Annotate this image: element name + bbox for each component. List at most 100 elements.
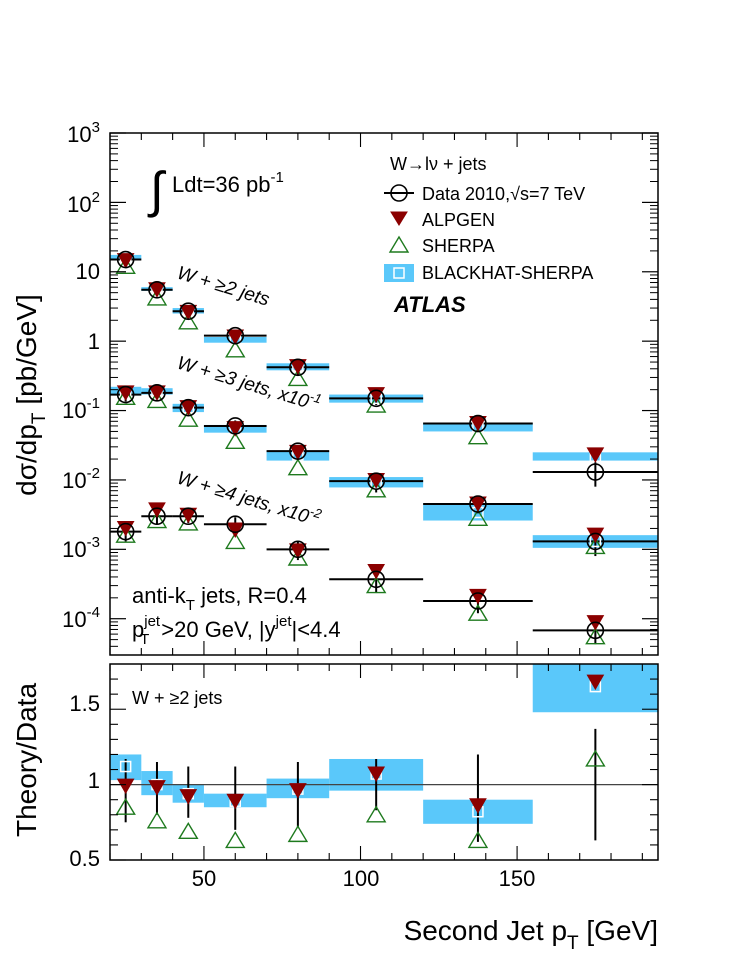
sherpa-point bbox=[115, 797, 136, 815]
data-point bbox=[179, 507, 198, 526]
data-point bbox=[289, 358, 307, 377]
data-point bbox=[116, 522, 135, 541]
sherpa-point bbox=[115, 525, 136, 543]
alpgen-point bbox=[586, 674, 605, 691]
sherpa-point bbox=[178, 312, 199, 330]
data-error-bars bbox=[110, 254, 658, 842]
data-point bbox=[586, 621, 605, 640]
data-point bbox=[586, 463, 605, 481]
main-frame bbox=[109, 132, 659, 656]
data-point bbox=[469, 495, 487, 513]
alpgen-point bbox=[179, 789, 198, 805]
alpgen-point bbox=[289, 543, 307, 559]
ticks bbox=[109, 132, 658, 861]
alpgen-point bbox=[289, 444, 307, 461]
alpgen-point bbox=[469, 588, 487, 605]
sherpa-point bbox=[365, 480, 387, 498]
legend-blackhat-marker bbox=[393, 267, 405, 279]
sherpa-point bbox=[287, 825, 309, 843]
data-point bbox=[367, 472, 385, 490]
sherpa-point bbox=[178, 821, 199, 840]
y-tick-label: 10-1 bbox=[62, 395, 100, 423]
blackhat-point bbox=[119, 760, 132, 773]
legend-blackhat-band bbox=[384, 264, 414, 282]
markers bbox=[115, 250, 606, 849]
data-point bbox=[367, 570, 385, 589]
alpgen-point bbox=[469, 416, 487, 432]
sherpa-point bbox=[467, 508, 489, 527]
sherpa-point bbox=[146, 811, 168, 829]
alpgen-point bbox=[469, 798, 487, 814]
alpgen-point bbox=[148, 282, 166, 298]
data-point bbox=[148, 280, 166, 299]
data-point bbox=[116, 250, 135, 269]
data-point bbox=[226, 326, 245, 345]
sherpa-point bbox=[178, 409, 199, 427]
alpgen-point bbox=[116, 778, 135, 795]
data-point bbox=[289, 442, 307, 460]
data-point bbox=[289, 540, 307, 559]
x-axis-title: Second Jet pT [GeV] bbox=[404, 915, 658, 954]
jet-algorithm-label: anti-kT jets, R=0.4 bbox=[132, 583, 307, 614]
sherpa-point bbox=[287, 369, 309, 387]
ratio-frame bbox=[109, 663, 659, 861]
data-point bbox=[469, 592, 487, 610]
data-point bbox=[469, 414, 487, 433]
y-tick-label: 10-4 bbox=[62, 604, 100, 632]
ratio-y-tick-label: 1.5 bbox=[69, 691, 100, 716]
alpgen-point bbox=[226, 793, 245, 810]
legend-data-marker bbox=[390, 184, 408, 202]
data-point bbox=[226, 515, 245, 534]
alpgen-point bbox=[289, 783, 307, 799]
y-tick-label: 10-3 bbox=[62, 534, 100, 562]
ratio-panel-title: W + ≥2 jets bbox=[132, 688, 222, 708]
y-tick-label: 10 bbox=[76, 259, 100, 284]
series-label-4jets: W + ≥4 jets, x10-2 bbox=[175, 464, 325, 531]
legend-alpgen-label: ALPGEN bbox=[422, 210, 495, 230]
alpgen-point bbox=[367, 766, 386, 783]
data-point bbox=[226, 417, 245, 435]
ratio-y-tick-label: 1 bbox=[88, 768, 100, 793]
alpgen-point bbox=[226, 522, 245, 538]
y-axis-title: dσ/dpT [pb/GeV] bbox=[11, 294, 50, 496]
sherpa-point bbox=[467, 831, 489, 849]
sherpa-point bbox=[225, 340, 246, 358]
luminosity-label: Ldt=36 pb-1 bbox=[172, 169, 284, 197]
sherpa-point bbox=[287, 548, 309, 566]
legend-sherpa-label: SHERPA bbox=[422, 236, 495, 256]
sherpa-point bbox=[225, 431, 246, 450]
sherpa-point bbox=[585, 749, 606, 767]
data-point bbox=[148, 507, 166, 526]
data-point bbox=[367, 389, 385, 408]
data-point bbox=[116, 385, 135, 404]
ratio-y-axis-title: Theory/Data bbox=[11, 683, 42, 837]
sherpa-point bbox=[365, 805, 387, 823]
sherpa-point bbox=[287, 458, 309, 476]
alpgen-point bbox=[226, 329, 245, 345]
legend-sherpa-marker bbox=[388, 235, 410, 253]
x-tick-label: 50 bbox=[192, 866, 216, 891]
y-tick-label: 1 bbox=[88, 329, 100, 354]
legend: W→lν + jets Data 2010,√s=7 TeV ALPGEN SH… bbox=[384, 154, 593, 283]
sherpa-point bbox=[115, 387, 136, 406]
alpgen-point bbox=[148, 780, 166, 796]
sherpa-point bbox=[146, 511, 168, 529]
alpgen-point bbox=[179, 400, 198, 416]
alpgen-point bbox=[148, 385, 166, 401]
kinematic-cuts-label: pjet T >20 GeV, |yjet|<4.4 bbox=[132, 613, 341, 648]
sherpa-point bbox=[225, 831, 246, 849]
x-tick-label: 150 bbox=[499, 866, 536, 891]
legend-entry-sherpa: SHERPA bbox=[388, 235, 495, 256]
data-point bbox=[179, 398, 198, 417]
y-tick-label: 102 bbox=[67, 189, 100, 217]
x-tick-label: 100 bbox=[343, 866, 380, 891]
legend-data-label: Data 2010,√s=7 TeV bbox=[422, 184, 585, 204]
ratio-y-tick-label: 0.5 bbox=[69, 846, 100, 871]
integral-sign: ∫ bbox=[147, 162, 167, 218]
sherpa-point bbox=[146, 288, 168, 306]
alpgen-point bbox=[179, 304, 198, 321]
legend-header: W→lν + jets bbox=[390, 154, 487, 174]
y-tick-label: 10-2 bbox=[62, 465, 100, 493]
alpgen-point bbox=[226, 421, 245, 437]
